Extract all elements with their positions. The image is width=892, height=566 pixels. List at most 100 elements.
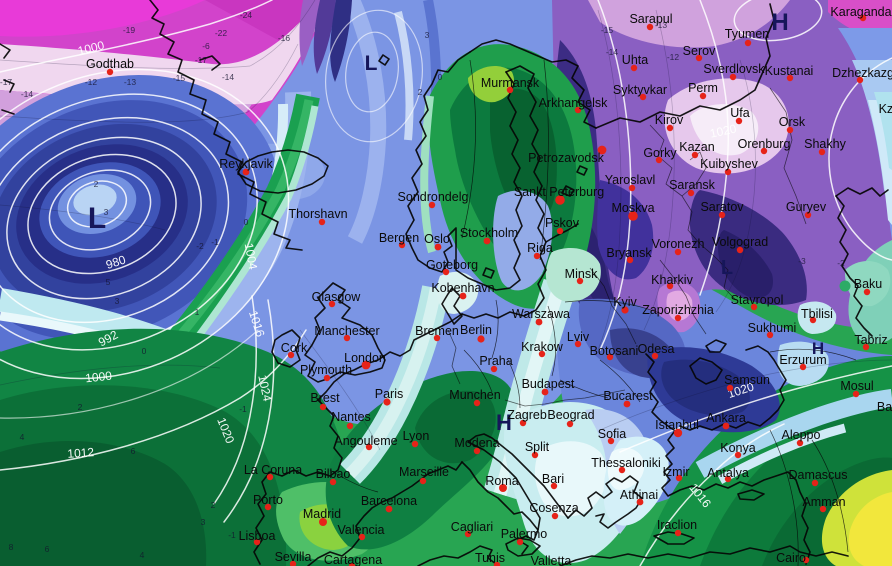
contour-label: -24: [240, 10, 253, 20]
city-label: Kirov: [655, 113, 684, 127]
city-label: Riga: [527, 241, 553, 255]
city-dot: [541, 388, 549, 396]
city-dot: [555, 195, 565, 205]
contour-label: -15: [601, 25, 614, 35]
city-dot: [383, 398, 391, 406]
city-label: Kyiv: [613, 295, 637, 309]
city-label: Budapest: [522, 377, 575, 391]
city-dot: [724, 168, 732, 176]
city-label: Damascus: [788, 468, 847, 482]
contour-label: 2: [211, 500, 216, 510]
city-label: Moskva: [611, 201, 654, 215]
city-label: Dzhezkazgan: [832, 66, 892, 80]
city-label: Berlin: [460, 323, 492, 337]
city-label: Valletta: [531, 554, 572, 566]
city-dot: [802, 556, 810, 564]
city-dot: [483, 237, 491, 245]
contour-label: -15: [173, 73, 186, 83]
pressure-center-L: L: [721, 257, 733, 279]
city-dot: [691, 151, 699, 159]
city-dot: [477, 335, 485, 343]
city-label: Zaporizhzhia: [642, 303, 714, 317]
city-label: Sevilla: [275, 550, 312, 564]
city-label: Praha: [479, 354, 512, 368]
city-dot: [809, 316, 817, 324]
city-label: Pskov: [545, 216, 580, 230]
city-dot: [348, 562, 356, 566]
city-dot: [442, 268, 450, 276]
city-dot: [695, 54, 703, 62]
city-dot: [516, 538, 524, 546]
city-dot: [253, 538, 261, 546]
city-label: Sankt Peterburg: [514, 185, 604, 199]
city-label: La Coruna: [244, 463, 302, 477]
city-label: Modena: [454, 436, 499, 450]
city-dot: [786, 126, 794, 134]
city-dot: [264, 503, 272, 511]
contour-label: -2: [196, 241, 204, 251]
city-dot: [786, 74, 794, 82]
city-label: Plymouth: [300, 363, 352, 377]
city-label: Bergen: [379, 231, 419, 245]
contour-label: -19: [123, 25, 136, 35]
city-dot: [506, 86, 514, 94]
city-dot: [538, 350, 546, 358]
city-dot: [361, 360, 371, 370]
city-dot: [574, 340, 582, 348]
city-dot: [674, 248, 682, 256]
contour-label: 8: [9, 542, 14, 552]
city-label: Angouleme: [334, 434, 397, 448]
city-dot: [343, 334, 351, 342]
city-label: Odesa: [638, 342, 675, 356]
city-dot: [289, 560, 297, 566]
city-dot: [646, 23, 654, 31]
city-label: Amman: [802, 495, 845, 509]
city-dot: [459, 292, 467, 300]
city-dot: [318, 218, 326, 226]
city-label: Glasgow: [312, 290, 362, 304]
city-dot: [329, 478, 337, 486]
contour-label: 4: [20, 432, 25, 442]
city-dot: [242, 168, 250, 176]
city-dot: [651, 352, 659, 360]
city-dot: [726, 384, 734, 392]
city-dot: [628, 211, 638, 221]
city-label: Kustanai: [765, 64, 814, 78]
city-dot: [636, 498, 644, 506]
city-dot: [718, 211, 726, 219]
contour-label: -14: [222, 72, 235, 82]
city-dot: [724, 475, 732, 483]
city-dot: [626, 256, 634, 264]
contour-label: -16: [278, 33, 291, 43]
city-label: Bari: [542, 472, 564, 486]
city-label: Lyon: [403, 429, 430, 443]
city-label: Guryev: [786, 200, 827, 214]
contour-label: 2: [94, 179, 99, 189]
city-label: Samsun: [724, 373, 770, 387]
isobar-label: 1020: [709, 121, 738, 140]
city-label: Cork: [281, 341, 308, 355]
city-dot: [473, 399, 481, 407]
city-label: Tbilisi: [801, 307, 833, 321]
city-label: Thessaloniki: [591, 456, 660, 470]
city-label: Kharkiv: [651, 273, 693, 287]
city-dot: [750, 303, 758, 311]
city-label: London: [344, 351, 386, 365]
city-label: Uhta: [622, 53, 648, 67]
isobar-label: 1000: [76, 38, 106, 58]
city-label: Sukhumi: [748, 321, 797, 335]
city-label: Bryansk: [606, 246, 652, 260]
contour-label: 0: [142, 346, 147, 356]
city-dot: [674, 529, 682, 537]
contour-label: -13: [124, 77, 137, 87]
city-label: Karaganda: [830, 5, 891, 19]
city-label: Cairo: [776, 551, 806, 565]
city-label: Minsk: [565, 267, 598, 281]
country-borders: [329, 59, 857, 566]
city-label: Konya: [720, 441, 755, 455]
city-dot: [856, 76, 864, 84]
city-dot: [419, 477, 427, 485]
city-dot: [735, 117, 743, 125]
